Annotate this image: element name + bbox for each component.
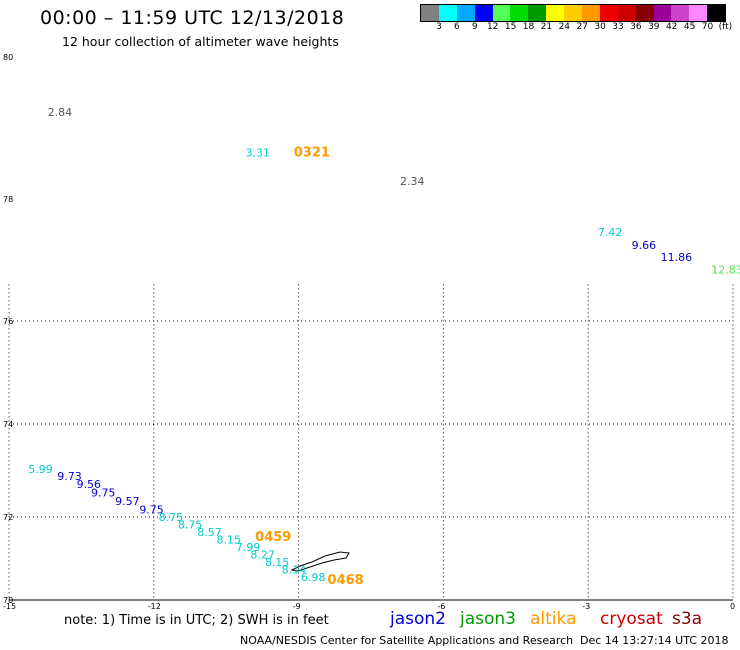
scale-swatch	[421, 5, 439, 21]
footer-credit: NOAA/NESDIS Center for Satellite Applica…	[240, 634, 574, 647]
footer-timestamp: Dec 14 13:27:14 UTC 2018	[580, 634, 729, 647]
mission-legend-jason3: jason3	[460, 609, 516, 629]
scale-swatch	[635, 5, 654, 21]
wave-height-observation: 9.75	[139, 503, 164, 516]
scale-swatch	[582, 5, 600, 21]
latitude-label: 78	[3, 195, 14, 204]
scale-label: 12	[486, 22, 499, 32]
color-scale-labels: 3 6 9 12 15 18 21 24 27 30 33 36 39 42 45 70 (ft)	[420, 22, 740, 34]
wave-height-observation: 8.75	[178, 519, 203, 532]
mission-legend-cryosat: cryosat	[600, 609, 663, 629]
scale-swatch	[438, 5, 457, 21]
longitude-label: -6	[437, 602, 446, 611]
wave-height-observation: 8.14	[282, 563, 307, 576]
scale-label: 70	[701, 22, 714, 32]
wave-height-observation: 0321	[294, 145, 330, 160]
scale-label: 6	[454, 22, 460, 32]
wave-height-observation: 9.75	[91, 487, 116, 500]
scale-swatch	[456, 5, 475, 21]
scale-label: 45	[683, 22, 696, 32]
wave-height-observation: 12.83	[711, 263, 740, 276]
wave-height-observation: 7.42	[598, 226, 623, 239]
scale-swatch	[528, 5, 547, 21]
scale-label: 30	[594, 22, 606, 32]
scale-swatch	[510, 5, 529, 21]
scale-label: 39	[648, 22, 660, 32]
island-outline	[290, 551, 350, 572]
wave-height-observation: 0468	[328, 573, 364, 588]
wave-height-observation: 9.73	[57, 470, 81, 483]
wave-height-observation: 5.99	[28, 463, 53, 476]
wave-height-observation: 3.31	[246, 146, 270, 159]
longitude-label: -9	[292, 602, 301, 611]
scale-label: 36	[630, 22, 642, 32]
color-scale-bar	[420, 4, 727, 22]
wave-height-observation: 8.15	[265, 556, 290, 569]
longitude-label: -12	[147, 602, 161, 611]
latitude-label: 74	[3, 420, 14, 429]
wave-height-observation: 9.57	[115, 495, 140, 508]
wave-height-observation: 9.66	[632, 239, 657, 252]
wave-height-observation: 9.56	[77, 478, 102, 491]
wave-height-observation: 2.34	[400, 175, 425, 188]
wave-height-observation: 2.84	[48, 106, 73, 119]
note-text: note: 1) Time is in UTC; 2) SWH is in fe…	[64, 613, 329, 628]
latitude-label: 76	[3, 317, 14, 326]
wave-height-observation: 8.15	[217, 534, 242, 547]
latitude-label: 70	[3, 596, 14, 605]
scale-swatch	[689, 5, 708, 21]
longitude-label: 0	[730, 602, 736, 611]
wave-height-observation: 8.57	[197, 526, 222, 539]
scale-swatch	[707, 5, 726, 21]
longitude-label: -3	[582, 602, 591, 611]
scale-label: 42	[665, 22, 678, 32]
scale-label: 21	[540, 22, 553, 32]
scale-label: 27	[576, 22, 588, 32]
scale-swatch	[492, 5, 511, 21]
page-subtitle: 12 hour collection of altimeter wave hei…	[62, 34, 339, 49]
mission-legend-altika: altika	[530, 609, 577, 629]
wave-height-observation: 8.27	[250, 549, 274, 562]
mission-legend-s3a: s3a	[672, 609, 703, 629]
latitude-label: 80	[3, 53, 14, 62]
scale-swatch	[671, 5, 690, 21]
scale-label: (ft)	[718, 22, 733, 32]
scale-label: 9	[471, 22, 478, 32]
latitude-label: 72	[3, 513, 14, 522]
scale-swatch	[599, 5, 618, 21]
scale-label: 15	[504, 22, 517, 32]
longitude-label: -15	[3, 602, 17, 611]
scale-label: 3	[436, 22, 442, 32]
scale-swatch	[653, 5, 672, 21]
wave-height-observation: 7.99	[236, 541, 261, 554]
scale-label: 24	[558, 22, 571, 32]
scale-swatch	[617, 5, 636, 21]
wave-height-observation: 0459	[255, 530, 291, 545]
page-title: 00:00 – 11:59 UTC 12/13/2018	[40, 7, 345, 29]
scale-label: 33	[612, 22, 624, 32]
mission-legend-jason2: jason2	[390, 609, 446, 629]
wave-height-observation: 8.75	[159, 511, 184, 524]
scale-swatch	[546, 5, 565, 21]
scale-label: 18	[522, 22, 535, 32]
scale-swatch	[564, 5, 583, 21]
wave-height-observation: 11.86	[661, 251, 693, 264]
scale-swatch	[474, 5, 493, 21]
wave-height-observation: 6.98	[301, 571, 326, 584]
